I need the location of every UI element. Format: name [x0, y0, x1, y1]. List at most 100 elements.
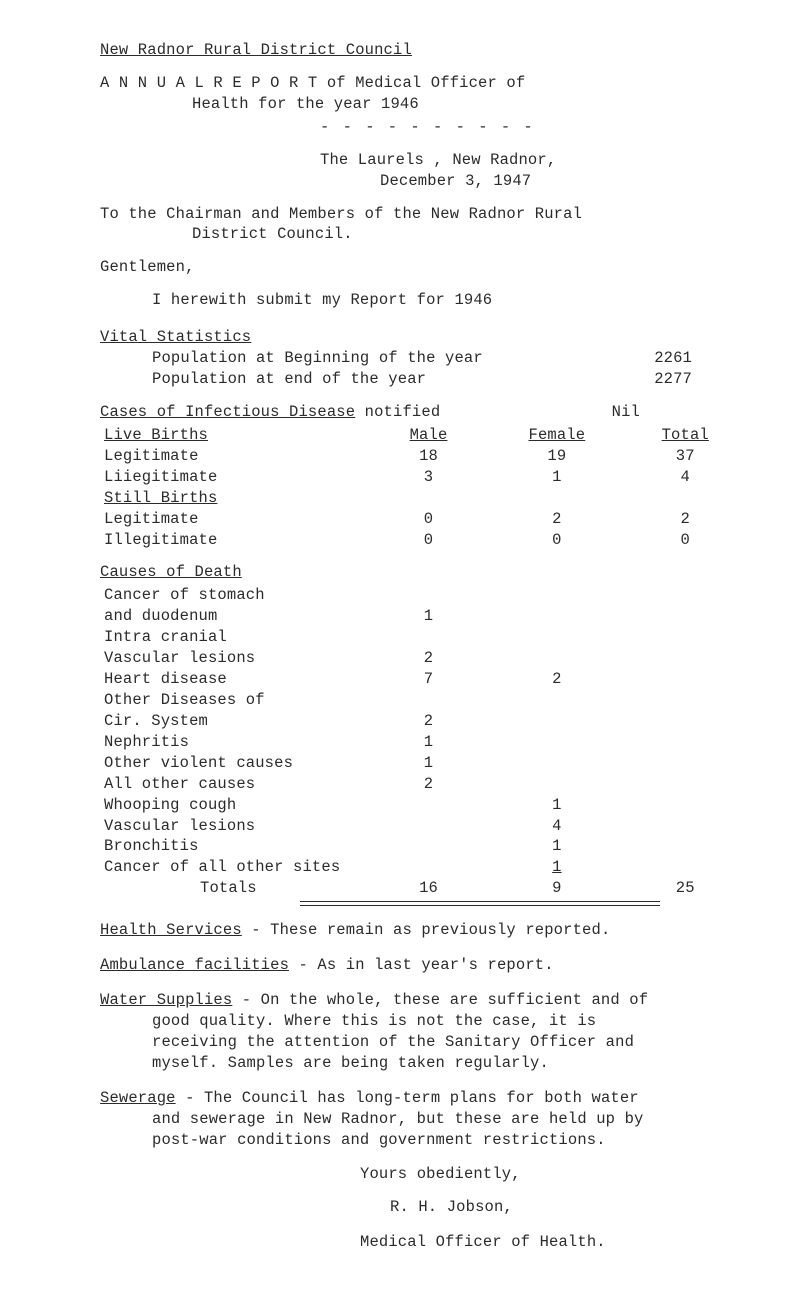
water-rest-2: good quality. Where this is not the case… — [100, 1012, 596, 1030]
herewith-line: I herewith submit my Report for 1946 — [100, 290, 744, 311]
cell: Cancer of all other sites — [100, 857, 370, 878]
annual-block: A N N U A L R E P O R T of Medical Offic… — [100, 73, 744, 138]
cell: 1 — [487, 795, 626, 816]
yours-obediently: Yours obediently, — [360, 1164, 744, 1185]
table-row: Liiegitimate 3 1 4 — [100, 467, 744, 488]
gentlemen-line: Gentlemen, — [100, 257, 744, 278]
cell: 1 — [370, 753, 487, 774]
health-services-para: Health Services - These remain as previo… — [100, 920, 744, 941]
laurels-line-2: December 3, 1947 — [320, 171, 744, 192]
population-label: Population at end of the year — [152, 369, 572, 390]
table-row: and duodenum1 — [100, 606, 744, 627]
cell: Whooping cough — [100, 795, 370, 816]
cell: Other violent causes — [100, 753, 370, 774]
births-hdr-total: Total — [662, 426, 709, 444]
cases-row: Cases of Infectious Disease notified Nil — [100, 402, 744, 423]
cell: 2 — [370, 774, 487, 795]
water-para: Water Supplies - On the whole, these are… — [100, 990, 744, 1074]
vital-statistics-heading: Vital Statistics — [100, 327, 744, 348]
annual-line-1: A N N U A L R E P O R T of Medical Offic… — [100, 73, 744, 94]
cell: 2 — [370, 648, 487, 669]
health-services-rest: - These remain as previously reported. — [242, 921, 611, 939]
cell: 1 — [487, 467, 626, 488]
table-row: Other violent causes1 — [100, 753, 744, 774]
cell: Illegitimate — [100, 530, 370, 551]
cell: Cir. System — [100, 711, 370, 732]
cell: 4 — [487, 816, 626, 837]
to-chairman-block: To the Chairman and Members of the New R… — [100, 204, 744, 246]
cases-tail: notified — [355, 403, 440, 421]
cell: 1 — [370, 606, 487, 627]
sewerage-rest-1: - The Council has long-term plans for bo… — [176, 1089, 639, 1107]
cell: All other causes — [100, 774, 370, 795]
cell: Legitimate — [100, 446, 370, 467]
to-chairman-line-2: District Council. — [100, 224, 744, 245]
cell: 2 — [487, 509, 626, 530]
totals-row: Totals 16 9 25 — [100, 878, 744, 899]
cell: Bronchitis — [100, 836, 370, 857]
cell: 16 — [370, 878, 487, 899]
table-row: Vascular lesions2 — [100, 648, 744, 669]
cell: Liiegitimate — [100, 467, 370, 488]
births-hdr-label: Live Births — [104, 426, 208, 444]
title-text: New Radnor Rural District Council — [100, 41, 412, 59]
sewerage-rest-3: post-war conditions and government restr… — [100, 1131, 606, 1149]
cases-label: Cases of Infectious Disease notified — [100, 402, 520, 423]
cell: Legitimate — [100, 509, 370, 530]
cell: 18 — [370, 446, 487, 467]
table-row: Other Diseases of — [100, 690, 744, 711]
cell: 0 — [487, 530, 626, 551]
cases-value: Nil — [520, 402, 640, 423]
table-row: Heart disease72 — [100, 669, 744, 690]
ambulance-rest: - As in last year's report. — [289, 956, 554, 974]
cases-underline: Cases of Infectious Disease — [100, 403, 355, 421]
cell: and duodenum — [100, 606, 370, 627]
table-row: All other causes2 — [100, 774, 744, 795]
health-services-lead: Health Services — [100, 921, 242, 939]
cell: 9 — [487, 878, 626, 899]
population-row: Population at end of the year 2277 — [152, 369, 744, 390]
totals-label: Totals — [100, 878, 370, 899]
cell: 0 — [370, 530, 487, 551]
title-line: New Radnor Rural District Council — [100, 40, 744, 61]
cell: 1 — [487, 836, 626, 857]
births-hdr-male: Male — [410, 426, 448, 444]
signature-title: Medical Officer of Health. — [360, 1232, 744, 1253]
table-row: Legitimate 18 19 37 — [100, 446, 744, 467]
table-row: Illegitimate 0 0 0 — [100, 530, 744, 551]
water-lead: Water Supplies — [100, 991, 232, 1009]
table-row: Cir. System2 — [100, 711, 744, 732]
still-births-heading: Still Births — [104, 489, 217, 507]
to-chairman-line-1: To the Chairman and Members of the New R… — [100, 204, 744, 225]
cell: Nephritis — [100, 732, 370, 753]
page-root: New Radnor Rural District Council A N N … — [0, 0, 800, 1313]
table-row: Cancer of stomach — [100, 585, 744, 606]
cell: Heart disease — [100, 669, 370, 690]
cell: 37 — [627, 446, 745, 467]
cell: 19 — [487, 446, 626, 467]
ambulance-lead: Ambulance facilities — [100, 956, 289, 974]
cell: 3 — [370, 467, 487, 488]
sewerage-rest-2: and sewerage in New Radnor, but these ar… — [100, 1110, 643, 1128]
dash-rule: - - - - - - - - - - — [320, 117, 744, 138]
table-row: Legitimate 0 2 2 — [100, 509, 744, 530]
laurels-line-1: The Laurels , New Radnor, — [320, 150, 744, 171]
sewerage-para: Sewerage - The Council has long-term pla… — [100, 1088, 744, 1151]
cell: 25 — [627, 878, 745, 899]
births-table: Live Births Male Female Total Legitimate… — [100, 425, 744, 551]
water-rest-4: myself. Samples are being taken regularl… — [100, 1054, 549, 1072]
sewerage-lead: Sewerage — [100, 1089, 176, 1107]
ambulance-para: Ambulance facilities - As in last year's… — [100, 955, 744, 976]
table-row: Whooping cough 1 — [100, 795, 744, 816]
laurels-block: The Laurels , New Radnor, December 3, 19… — [320, 150, 744, 192]
table-row: Intra cranial — [100, 627, 744, 648]
table-row: Bronchitis 1 — [100, 836, 744, 857]
cell: Cancer of stomach — [100, 585, 370, 606]
cell: Other Diseases of — [100, 690, 370, 711]
double-rule — [300, 901, 660, 906]
cell: 1 — [370, 732, 487, 753]
cell: 4 — [627, 467, 745, 488]
cell: 2 — [370, 711, 487, 732]
cell: Intra cranial — [100, 627, 370, 648]
population-rows: Population at Beginning of the year 2261… — [100, 348, 744, 390]
